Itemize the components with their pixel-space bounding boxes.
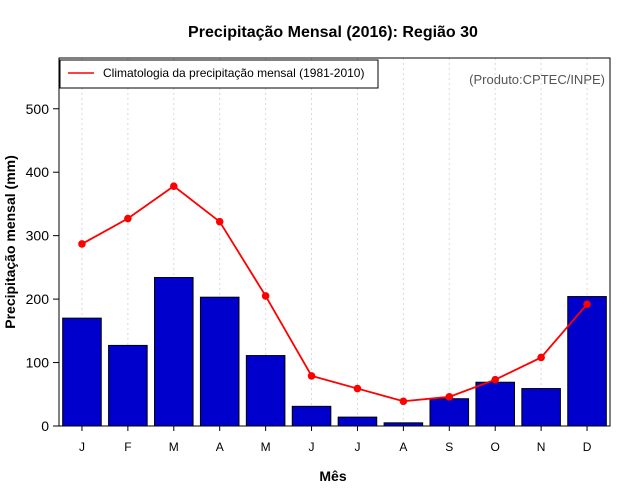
- bar-5: [245, 355, 286, 427]
- y-tick-label-0: 0: [41, 418, 49, 434]
- bar-9: [429, 398, 470, 427]
- legend-label: Climatologia da precipitação mensal (198…: [103, 66, 364, 80]
- x-tick-label-12: D: [583, 440, 592, 454]
- bar-11: [521, 388, 561, 427]
- climatology-point-9: [445, 393, 454, 401]
- climatology-point-10: [491, 375, 500, 384]
- climatology-point-12: [583, 300, 591, 308]
- x-tick-label-9: S: [445, 440, 453, 454]
- climatology-point-7: [353, 384, 362, 393]
- bar-2: [108, 344, 148, 427]
- bar-series: [62, 277, 607, 427]
- x-tick-label-10: O: [491, 440, 500, 454]
- y-axis-label: Precipitação mensal (mm): [2, 155, 18, 329]
- bar-10: [475, 381, 515, 427]
- plot-frame: [58, 57, 611, 427]
- y-tick-label-200: 200: [26, 291, 50, 307]
- y-tick-label-500: 500: [26, 101, 50, 117]
- legend-box: [59, 59, 379, 89]
- climatology-point-3: [169, 182, 178, 190]
- climatology-line: [81, 185, 588, 403]
- climatology-point-1: [78, 240, 86, 248]
- x-tick-label-8: A: [399, 440, 407, 454]
- chart-title: Precipitação Mensal (2016): Região 30: [188, 24, 478, 41]
- climatology-series: [78, 182, 591, 406]
- x-tick-label-5: M: [261, 440, 271, 454]
- y-tick-label-400: 400: [26, 164, 50, 180]
- climatology-point-5: [261, 292, 270, 300]
- x-tick-label-4: A: [216, 440, 224, 454]
- x-axis-label: Mês: [319, 468, 346, 484]
- climatology-point-11: [537, 353, 545, 362]
- y-tick-label-300: 300: [26, 228, 50, 244]
- climatology-point-8: [399, 397, 408, 406]
- bar-6: [291, 405, 332, 427]
- x-tick-label-11: N: [537, 440, 546, 454]
- bar-7: [337, 416, 378, 427]
- x-tick-label-3: M: [169, 440, 179, 454]
- climatology-point-6: [307, 372, 316, 380]
- legend: Climatologia da precipitação mensal (198…: [59, 59, 379, 89]
- bar-12: [567, 296, 607, 427]
- climatology-point-4: [215, 217, 224, 226]
- bar-1: [62, 317, 102, 427]
- x-tick-label-1: J: [79, 440, 85, 454]
- y-tick-label-100: 100: [26, 355, 50, 371]
- x-tick-label-7: J: [354, 440, 360, 454]
- y-axis: 0 100 200 300 400 500: [26, 101, 59, 434]
- bar-4: [199, 296, 240, 427]
- bar-3: [154, 277, 194, 427]
- source-credit: (Produto:CPTEC/INPE): [469, 72, 605, 87]
- x-tick-label-6: J: [309, 440, 315, 454]
- climatology-point-2: [124, 214, 132, 223]
- x-tick-label-2: F: [124, 440, 131, 454]
